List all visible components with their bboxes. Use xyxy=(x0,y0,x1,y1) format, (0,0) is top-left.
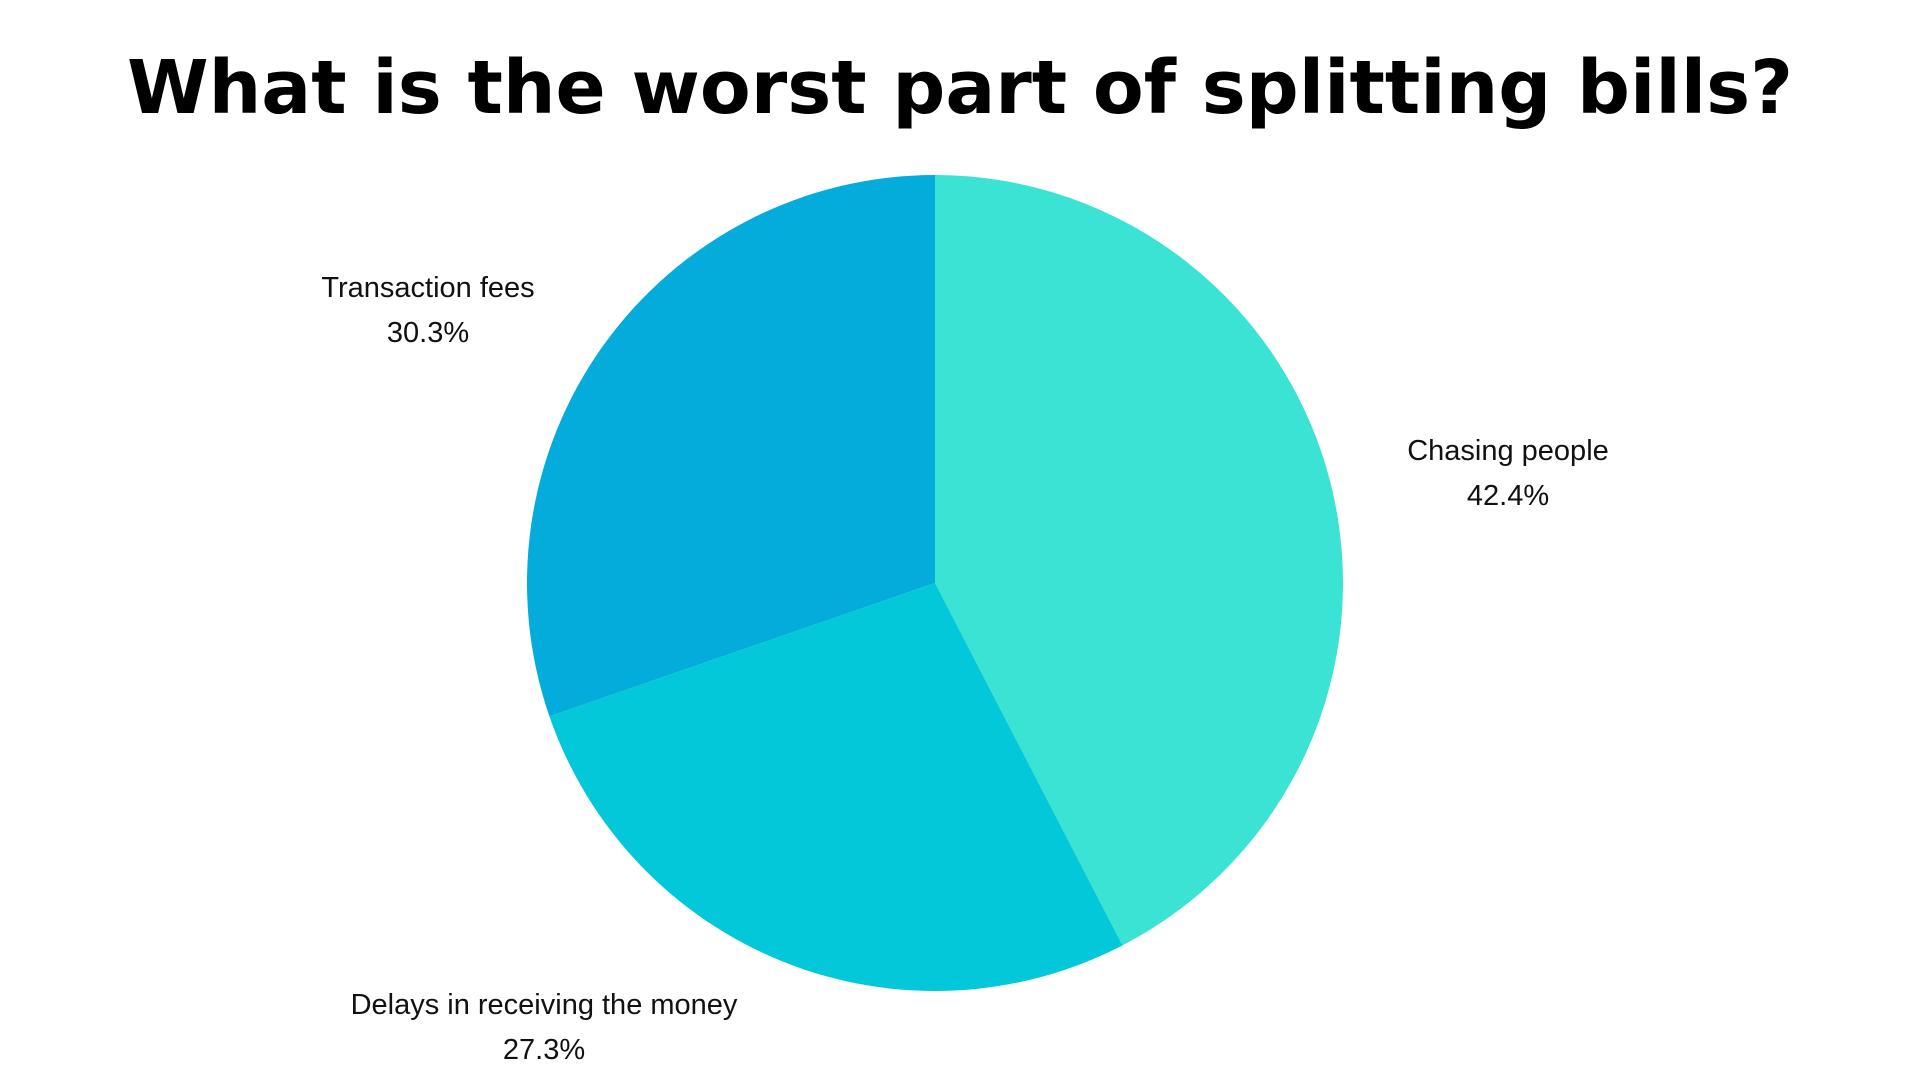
pie-slices xyxy=(526,175,1343,992)
pie-slice-delays-in-receiving-the-money xyxy=(549,583,1123,992)
slice-value-chasing-people: 42.4% xyxy=(1467,480,1549,512)
slice-label-transaction-fees: Transaction fees xyxy=(321,272,534,304)
slice-value-delays-in-receiving-the-money: 27.3% xyxy=(503,1034,585,1066)
pie-slice-transaction-fees xyxy=(526,175,935,717)
pie-slice-chasing-people xyxy=(935,175,1343,946)
slice-value-transaction-fees: 30.3% xyxy=(387,317,469,349)
slice-label-delays-in-receiving-the-money: Delays in receiving the money xyxy=(351,989,738,1021)
slice-label-chasing-people: Chasing people xyxy=(1407,435,1609,467)
chart-title: What is the worst part of splitting bill… xyxy=(126,45,1794,131)
pie-labels: Chasing people 42.4% Delays in receiving t… xyxy=(321,272,1608,1066)
